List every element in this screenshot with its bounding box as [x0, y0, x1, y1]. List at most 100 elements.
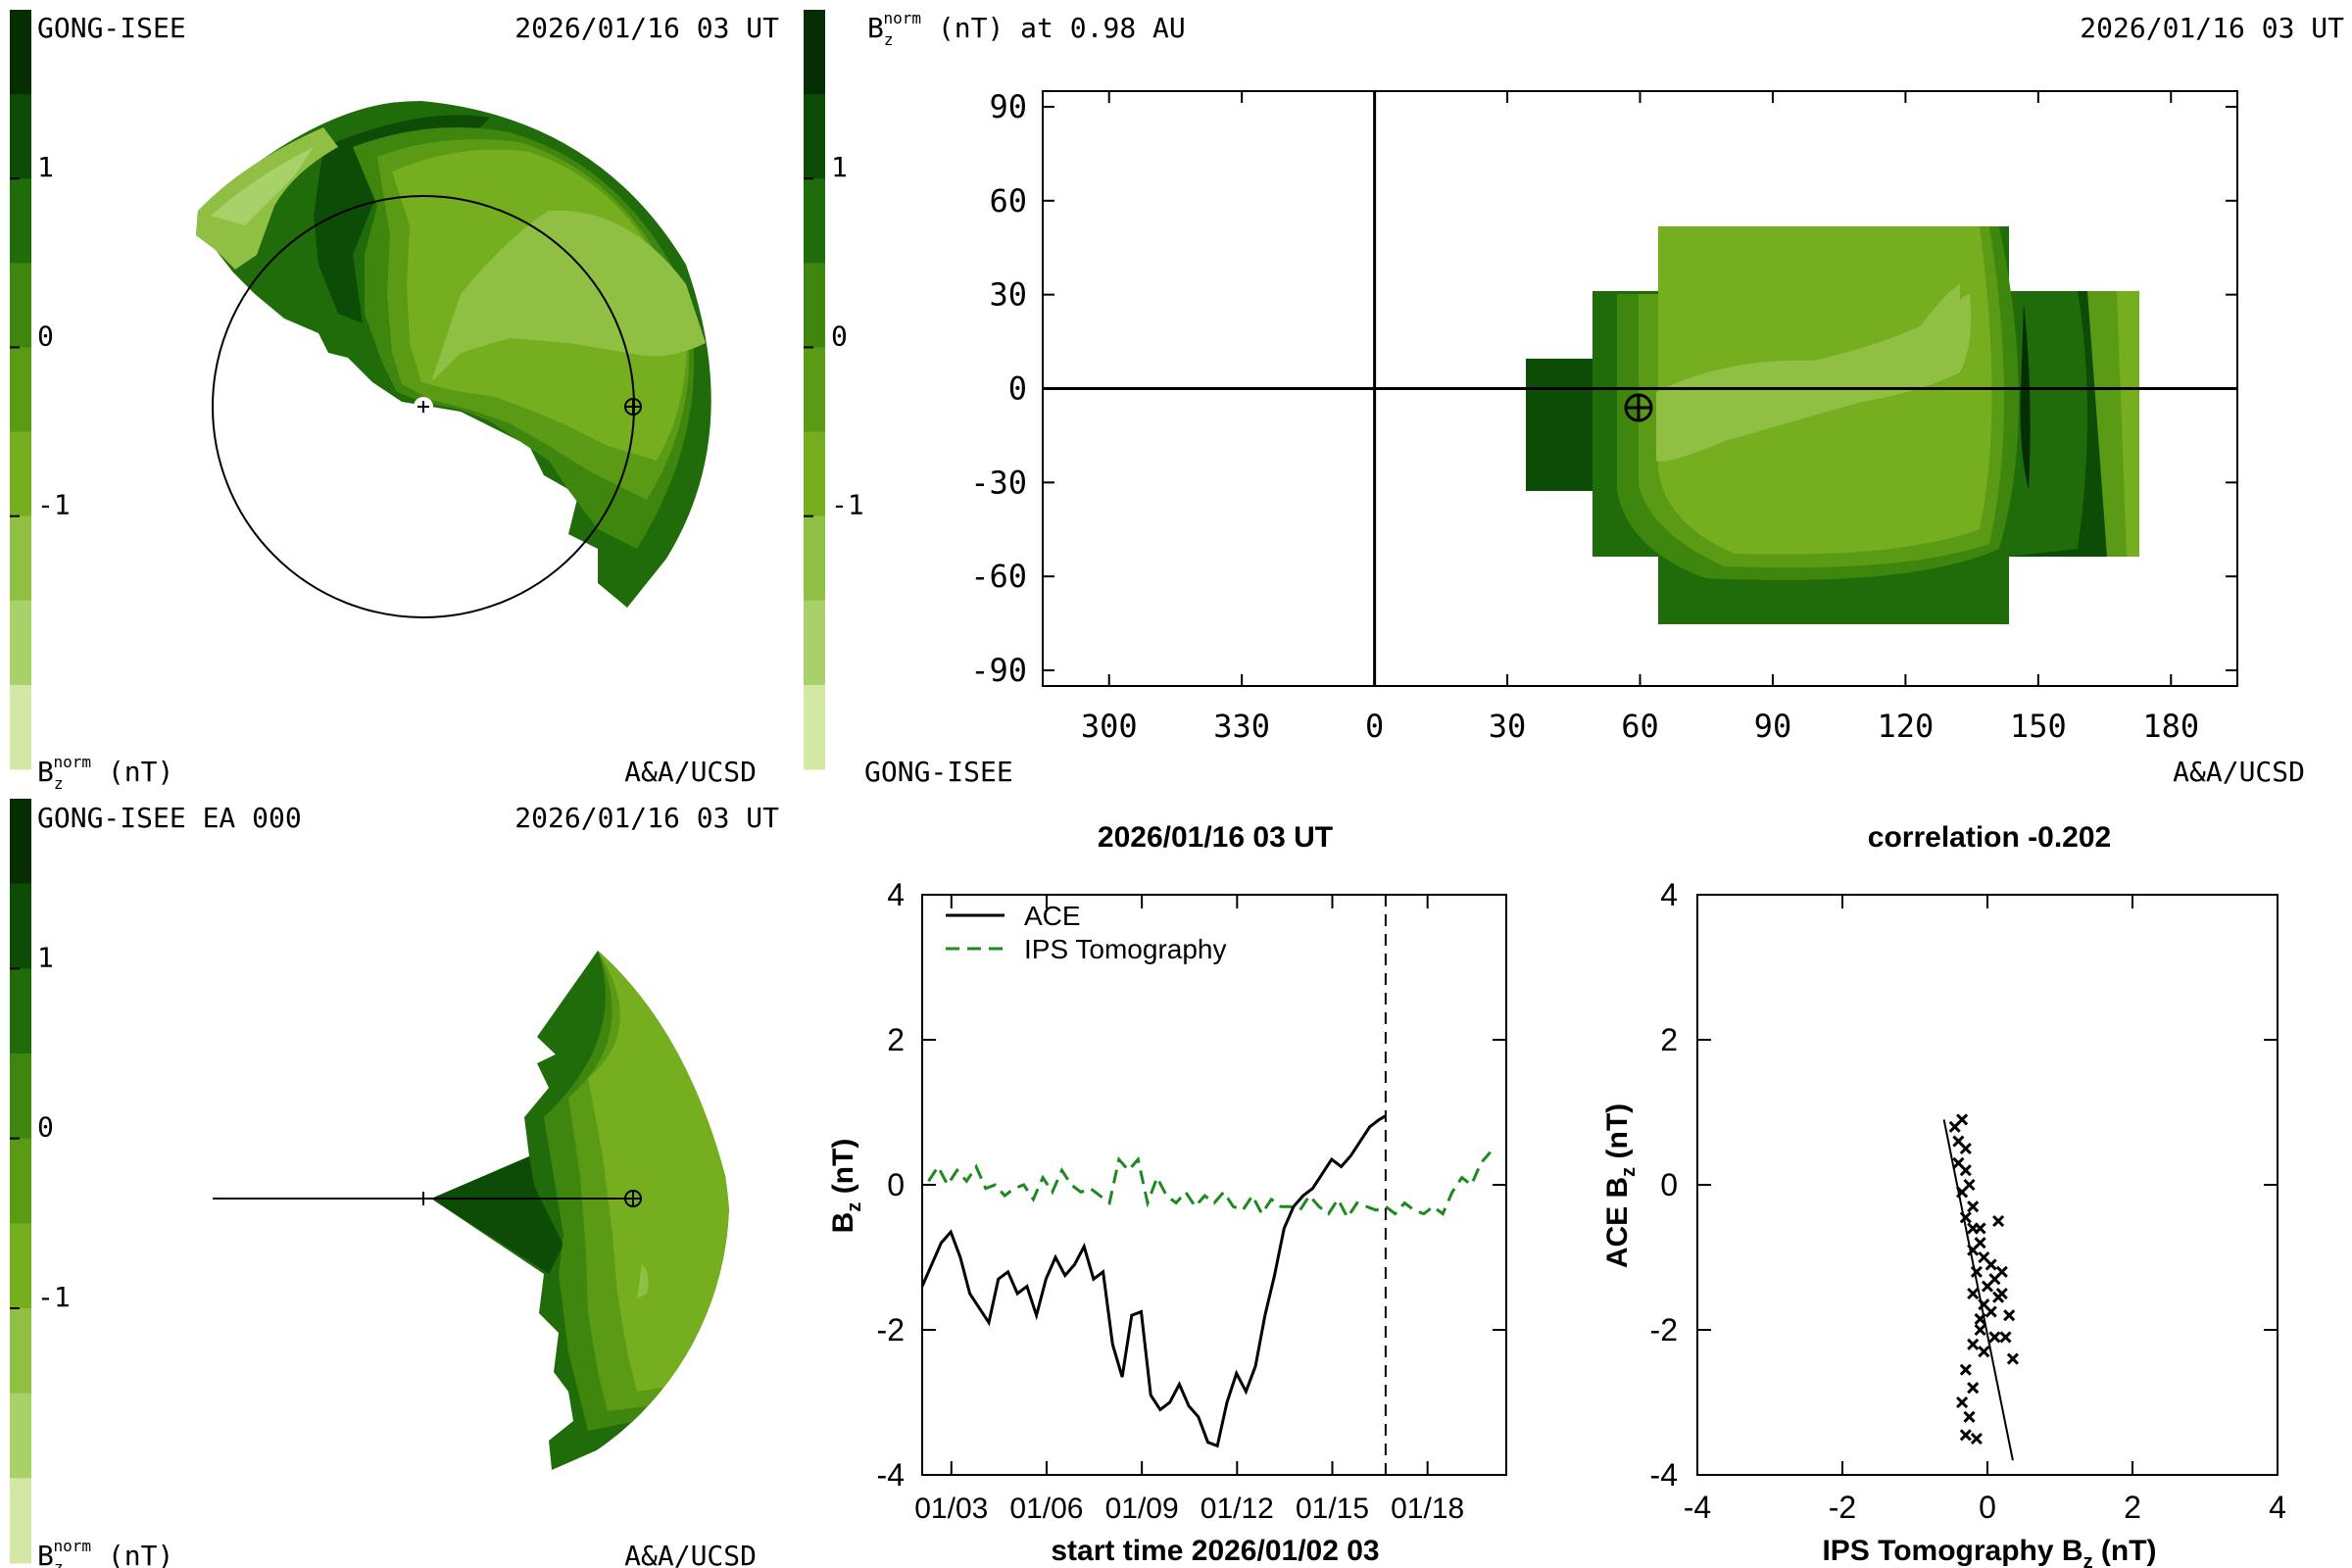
scatter-point-stroke	[1952, 1156, 1965, 1169]
polar-map-top-left	[196, 101, 711, 608]
colorbar-swatch	[10, 684, 31, 770]
y-tick-label: 0	[1660, 1167, 1678, 1202]
x-tick-label: 4	[2269, 1490, 2286, 1525]
scatter-point-stroke	[1970, 1432, 1983, 1446]
scatter-point-stroke	[2003, 1309, 2016, 1322]
earth-marker-tr	[1624, 393, 1653, 422]
colorbar-bottom-left: 1 0 -1	[10, 799, 71, 1564]
colorbar-tick-label: -1	[831, 489, 864, 521]
scatter-point-stroke	[1984, 1258, 1997, 1271]
ts-ylabel: Bz (nT)	[827, 1139, 865, 1234]
x-tick-label: 180	[2142, 708, 2199, 745]
tl-credit-label: A&A/UCSD	[624, 756, 757, 788]
scatter-point	[1967, 1382, 1980, 1395]
y-tick-label: -90	[970, 652, 1027, 689]
y-tick-label: -60	[970, 558, 1027, 595]
colorbar-swatch	[10, 515, 31, 602]
scatter-point	[2003, 1309, 2016, 1322]
scatter-point-stroke	[1963, 1410, 1976, 1423]
scatter-point-stroke	[1959, 1211, 1972, 1224]
bl-datetime-label: 2026/01/16 03 UT	[514, 802, 779, 834]
polar-map-bottom-left	[431, 951, 729, 1470]
sc-ylabel: ACE Bz (nT)	[1601, 1103, 1640, 1268]
colorbar-tick-label: 0	[37, 319, 54, 352]
colorbar-swatch	[10, 1478, 31, 1564]
y-tick-label: 2	[1660, 1022, 1678, 1057]
scatter-point	[1956, 1113, 1969, 1126]
x-tick-label: 01/12	[1200, 1493, 1274, 1525]
timeseries-plot	[922, 895, 1492, 1475]
x-tick-label: 01/06	[1009, 1493, 1083, 1525]
tr-source-label: GONG-ISEE	[864, 756, 1013, 788]
regression-line	[1942, 1119, 2014, 1461]
contour-band-2	[314, 115, 490, 323]
y-tick-label: -2	[1650, 1312, 1678, 1348]
y-tick-label: -30	[970, 464, 1027, 501]
x-tick-label: 01/03	[914, 1493, 988, 1525]
scatter-point	[1988, 1331, 2001, 1344]
colorbar-tick-label: -1	[37, 489, 71, 521]
scatter-point-stroke	[1984, 1305, 1997, 1318]
scatter-point	[1959, 1164, 1972, 1177]
timeseries-axes: 4 2 0 -2 -4 01/03 01/06 01/09 01/12 01/15 01/18	[877, 877, 1506, 1525]
colorbar-swatch	[10, 1054, 31, 1140]
scatter-point-stroke	[1995, 1265, 2008, 1278]
scatter-point-stroke	[1978, 1298, 1990, 1311]
scatter-point	[1967, 1200, 1980, 1213]
contour-band-light	[431, 210, 706, 382]
scatter-point-stroke	[1967, 1382, 1980, 1395]
scatter-point	[1959, 1142, 1972, 1155]
scatter-point	[1959, 1363, 1972, 1376]
x-tick-label: -4	[1684, 1490, 1711, 1525]
scatter-point-stroke	[1995, 1287, 2008, 1300]
tr-title: Bznorm (nT) at 0.98 AU	[867, 9, 1186, 49]
scatter-point-stroke	[1959, 1363, 1972, 1376]
earth-marker-bl	[624, 1190, 642, 1207]
scatter-point-stroke	[1974, 1323, 1986, 1337]
bl-band-light	[637, 1264, 649, 1298]
colorbar-swatch	[10, 1308, 31, 1395]
y-tick-label: 0	[1008, 370, 1027, 408]
colorbar-swatch	[10, 600, 31, 686]
colorbar-swatch	[10, 1393, 31, 1479]
colorbar-swatch	[804, 684, 825, 770]
legend-label-ips: IPS Tomography	[1024, 934, 1227, 964]
syn-band-east-2	[2117, 291, 2139, 557]
colorbar-tick-label: 1	[37, 151, 54, 183]
scatter-point-stroke	[1956, 1113, 1969, 1126]
scatter-point-stroke	[1967, 1200, 1980, 1213]
sun-marker-tl	[414, 397, 433, 416]
x-tick-label: 2	[2124, 1490, 2141, 1525]
bl-credit-label: A&A/UCSD	[624, 1540, 757, 1568]
colorbar-tick-label: 1	[37, 941, 54, 973]
colorbar-swatch	[804, 600, 825, 686]
tr-datetime-label: 2026/01/16 03 UT	[2080, 12, 2344, 44]
scatter-point-stroke	[1952, 1135, 1965, 1148]
x-tick-label: 01/09	[1105, 1493, 1179, 1525]
ts-title: 2026/01/16 03 UT	[1098, 821, 1333, 854]
colorbar-swatch	[804, 431, 825, 517]
y-tick-label: 90	[989, 88, 1027, 125]
tr-credit-label: A&A/UCSD	[2173, 756, 2305, 788]
scatter-point	[1978, 1346, 1990, 1358]
ts-legend: ACE IPS Tomography	[946, 901, 1227, 964]
scatter-point-stroke	[1967, 1244, 1980, 1256]
x-tick-label: 300	[1081, 708, 1138, 745]
synoptic-map	[1526, 226, 2139, 624]
series-line-ace	[922, 1114, 1387, 1448]
colorbar-swatch	[10, 347, 31, 433]
sc-title: correlation -0.202	[1868, 821, 2111, 854]
contour-band-west-light	[211, 147, 314, 225]
colorbar-swatch	[10, 94, 31, 179]
ts-plot-frame	[921, 894, 1507, 1476]
colorbar-swatch	[804, 347, 825, 433]
colorbar-top-right: 1 0 -1	[804, 10, 864, 770]
colorbar-swatch	[10, 263, 31, 348]
colorbar-swatch	[804, 515, 825, 602]
tl-unit-label: Bznorm (nT)	[37, 753, 173, 793]
scatter-point	[1992, 1214, 2005, 1228]
colorbar-swatch	[10, 178, 31, 264]
scatter-point	[1995, 1287, 2008, 1300]
